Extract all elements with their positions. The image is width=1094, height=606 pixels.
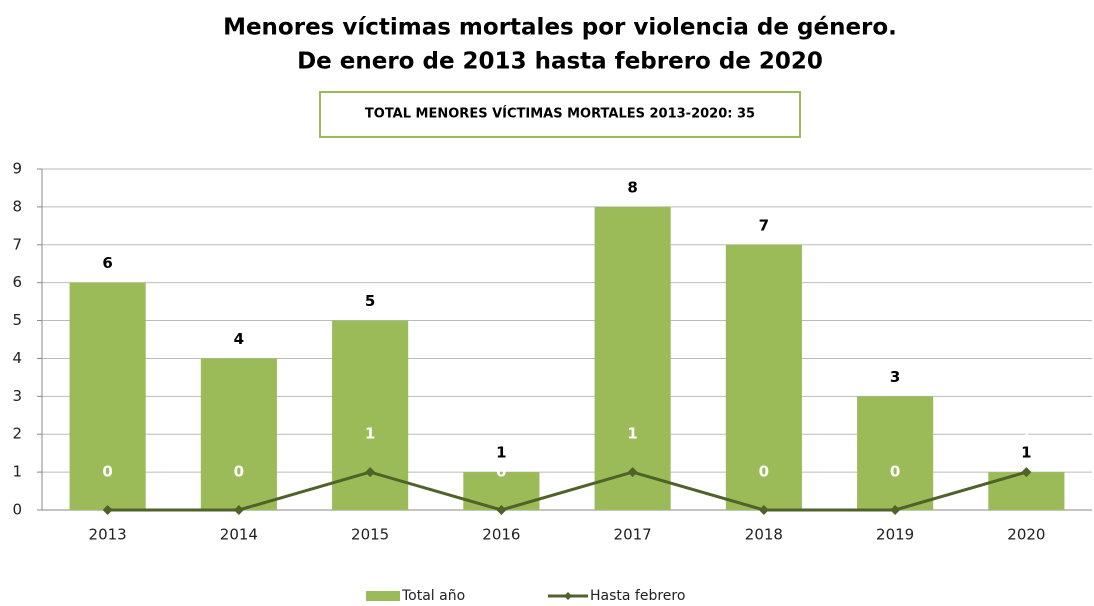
line-marker <box>758 505 769 515</box>
x-tick-label: 2017 <box>614 526 652 544</box>
bar-label: 7 <box>759 216 769 234</box>
legend-swatch <box>564 592 572 600</box>
bar-label: 1 <box>496 444 506 462</box>
bar <box>200 358 277 510</box>
annotation-box <box>319 91 801 138</box>
bar <box>69 282 146 510</box>
line-label: 0 <box>102 463 112 481</box>
bar <box>332 320 409 510</box>
line <box>107 470 1027 512</box>
y-tick-label: 5 <box>12 311 22 329</box>
y-tick-label: 0 <box>12 501 22 519</box>
legend-label: Total año <box>401 588 465 604</box>
x-tick-label: 2016 <box>482 526 520 544</box>
legend-label: Hasta febrero <box>590 588 685 604</box>
line-marker <box>1021 467 1032 478</box>
line-label: 0 <box>759 463 769 481</box>
bar <box>857 396 934 510</box>
line-marker <box>496 505 507 515</box>
y-tick-label: 1 <box>12 463 22 481</box>
line-marker <box>102 505 113 515</box>
y-tick-label: 2 <box>12 425 22 443</box>
bar-label: 3 <box>890 368 900 386</box>
y-tick-label: 3 <box>12 387 22 405</box>
y-tick-label: 8 <box>12 197 22 215</box>
legend-swatch <box>366 591 400 601</box>
line-marker <box>627 467 638 478</box>
line-marker <box>233 505 244 515</box>
x-tick-label: 2020 <box>1007 526 1045 544</box>
line-label: 1 <box>627 425 637 443</box>
y-tick-label: 7 <box>12 235 22 253</box>
bar <box>988 472 1065 510</box>
y-tick-label: 6 <box>12 273 22 291</box>
x-tick-label: 2019 <box>876 526 914 544</box>
bar <box>725 244 802 510</box>
chart-title: De enero de 2013 hasta febrero de 2020 <box>297 49 823 75</box>
bar-label: 4 <box>234 330 244 348</box>
x-tick-label: 2018 <box>745 526 783 544</box>
y-tick-label: 9 <box>12 160 22 178</box>
bar-label: 5 <box>365 292 375 310</box>
bar <box>594 206 671 510</box>
line-marker <box>365 467 376 478</box>
line-label: 0 <box>234 463 244 481</box>
y-tick-label: 4 <box>12 349 22 367</box>
line-label: 1 <box>365 425 375 443</box>
line-label: 1 <box>1021 425 1031 443</box>
annotation: TOTAL MENORES VÍCTIMAS MORTALES 2013-202… <box>365 106 755 122</box>
bar-label: 8 <box>627 178 637 196</box>
line-marker <box>890 505 901 515</box>
bar-label: 1 <box>1021 444 1031 462</box>
chart-title: Menores víctimas mortales por violencia … <box>223 15 897 41</box>
line-label: 0 <box>496 463 506 481</box>
line-label: 0 <box>890 463 900 481</box>
bar-label: 6 <box>102 254 112 272</box>
x-tick-label: 2013 <box>89 526 127 544</box>
x-tick-label: 2014 <box>220 526 258 544</box>
x-tick-label: 2015 <box>351 526 389 544</box>
